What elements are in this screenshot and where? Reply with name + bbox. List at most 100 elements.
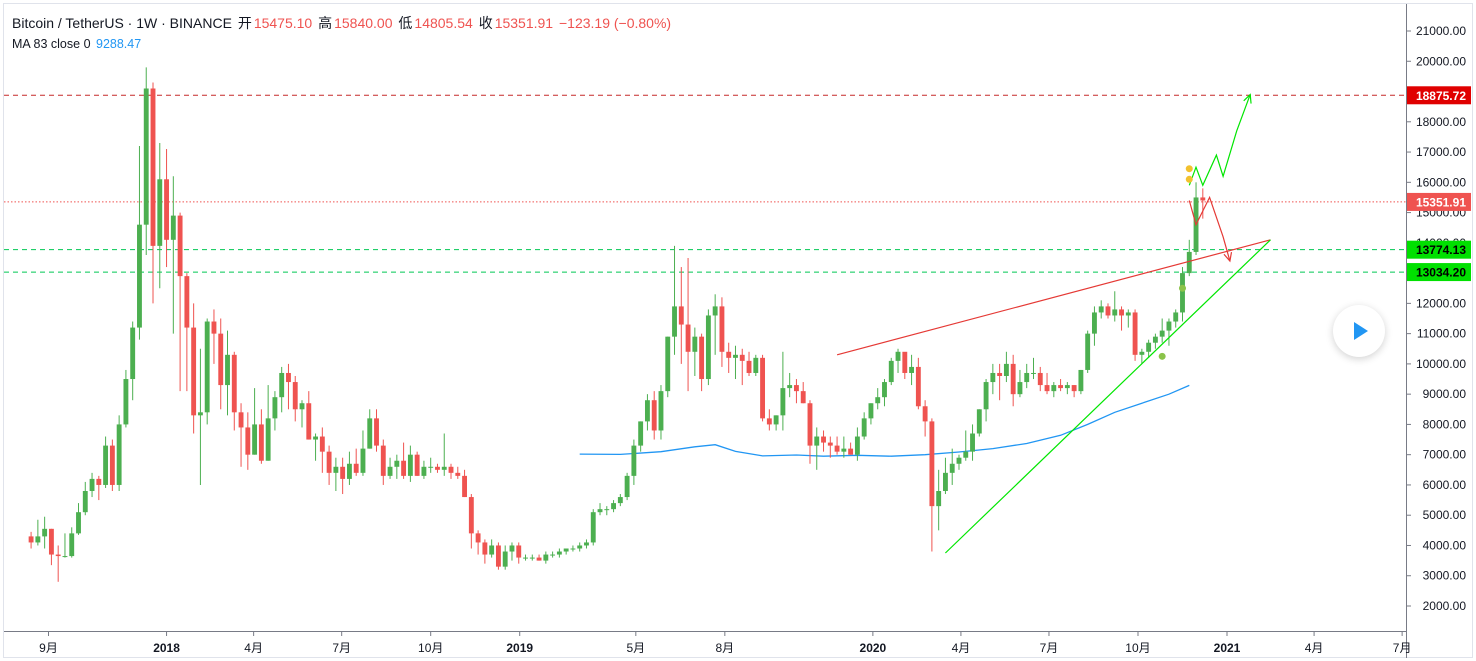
candle-body: [414, 454, 420, 476]
candle-body: [286, 372, 291, 383]
candle-body: [204, 321, 210, 413]
candle-body: [482, 542, 488, 555]
high-value: 15840.00: [334, 15, 393, 31]
y-tick-label: 20000.00: [1416, 54, 1466, 68]
candle-body: [665, 336, 671, 392]
close-label: 收: [478, 15, 493, 31]
candle-body: [340, 466, 346, 479]
candle-body: [1139, 351, 1145, 355]
high-label: 高: [318, 15, 333, 31]
y-tick-label: 16000.00: [1416, 175, 1466, 189]
price-level-tag: [1407, 263, 1471, 282]
candle-body: [868, 403, 874, 419]
candle-body: [1152, 336, 1158, 343]
candle-body: [96, 478, 102, 485]
candle-body: [55, 554, 61, 557]
x-tick-label: 4月: [1305, 641, 1324, 655]
candle-body: [604, 509, 610, 511]
trendline-arrowhead: [1243, 93, 1252, 104]
candle-body: [116, 424, 122, 485]
candle-body: [1078, 369, 1084, 392]
candle-body: [150, 88, 156, 246]
candle-body: [821, 436, 826, 443]
candle-body: [225, 354, 230, 386]
play-icon: [1354, 322, 1368, 340]
candle-body: [495, 545, 501, 567]
y-tick-label: 5000.00: [1423, 508, 1467, 522]
y-tick-label: 7000.00: [1423, 448, 1467, 462]
y-tick-label: 21000.00: [1416, 24, 1466, 38]
trendline: [944, 239, 1271, 554]
candle-body: [712, 306, 718, 316]
candle-body: [380, 445, 386, 476]
candle-body: [692, 336, 698, 352]
candle-body: [658, 391, 664, 431]
candle-body: [1146, 342, 1152, 352]
candle-body: [62, 556, 68, 558]
candle-body: [631, 445, 637, 476]
candle-body: [834, 445, 840, 452]
candle-body: [617, 497, 623, 504]
candle-body: [584, 542, 589, 546]
candle-body: [231, 354, 237, 413]
candle-body: [1085, 333, 1091, 370]
y-tick-label: 6000.00: [1423, 478, 1467, 492]
candle-body: [672, 306, 677, 337]
price-level-label: 18875.72: [1416, 89, 1466, 103]
candle-body: [346, 463, 352, 479]
candle-body: [936, 491, 942, 507]
candle-body: [773, 415, 779, 425]
candle-body: [976, 409, 982, 434]
candle-body: [733, 354, 738, 358]
candle-body: [590, 512, 596, 543]
candle-body: [1003, 363, 1009, 376]
candle-body: [848, 448, 854, 455]
trendline: [1188, 94, 1251, 187]
y-tick-label: 11000.00: [1417, 327, 1466, 341]
x-tick-label: 7月: [332, 641, 351, 655]
y-tick-label: 17000.00: [1416, 145, 1466, 159]
price-level-tag: [1407, 192, 1471, 211]
candle-body: [1071, 385, 1077, 392]
candle-body: [367, 418, 373, 449]
candle-body: [448, 466, 454, 473]
play-button[interactable]: [1333, 305, 1385, 357]
candle-body: [1098, 306, 1104, 313]
x-tick-label: 9月: [39, 641, 58, 655]
candle-body: [523, 557, 528, 559]
candle-body: [48, 528, 54, 555]
candle-body: [726, 351, 732, 358]
candle-body: [177, 215, 183, 277]
price-level-tag: [1407, 86, 1471, 105]
candle-body: [705, 315, 711, 380]
candle-body: [1200, 197, 1206, 201]
candle-body: [1044, 385, 1050, 392]
x-tick-label: 2019: [506, 641, 533, 655]
low-value: 14805.54: [414, 15, 473, 31]
candle-body: [28, 536, 34, 543]
candle-body: [1119, 309, 1124, 316]
candle-body: [895, 351, 901, 361]
candle-body: [407, 454, 413, 476]
candle-body: [1037, 372, 1043, 386]
open-label: 开: [237, 15, 252, 31]
candle-body: [455, 472, 461, 476]
candle-body: [983, 382, 989, 410]
y-tick-label: 18000.00: [1416, 115, 1466, 129]
candle-body: [319, 436, 325, 452]
candle-body: [970, 433, 975, 452]
candle-body: [746, 360, 752, 373]
candle-body: [462, 475, 467, 498]
low-label: 低: [398, 15, 413, 31]
candle-body: [902, 351, 908, 373]
candle-body: [475, 533, 481, 543]
x-tick-label: 7月: [1040, 641, 1059, 655]
signal-marker: [1158, 352, 1166, 360]
candle-body: [997, 372, 1003, 376]
candle-body: [597, 509, 603, 513]
candle-body: [570, 548, 576, 550]
candle-body: [468, 497, 474, 534]
candle-body: [1092, 312, 1097, 334]
candle-body: [956, 457, 962, 464]
